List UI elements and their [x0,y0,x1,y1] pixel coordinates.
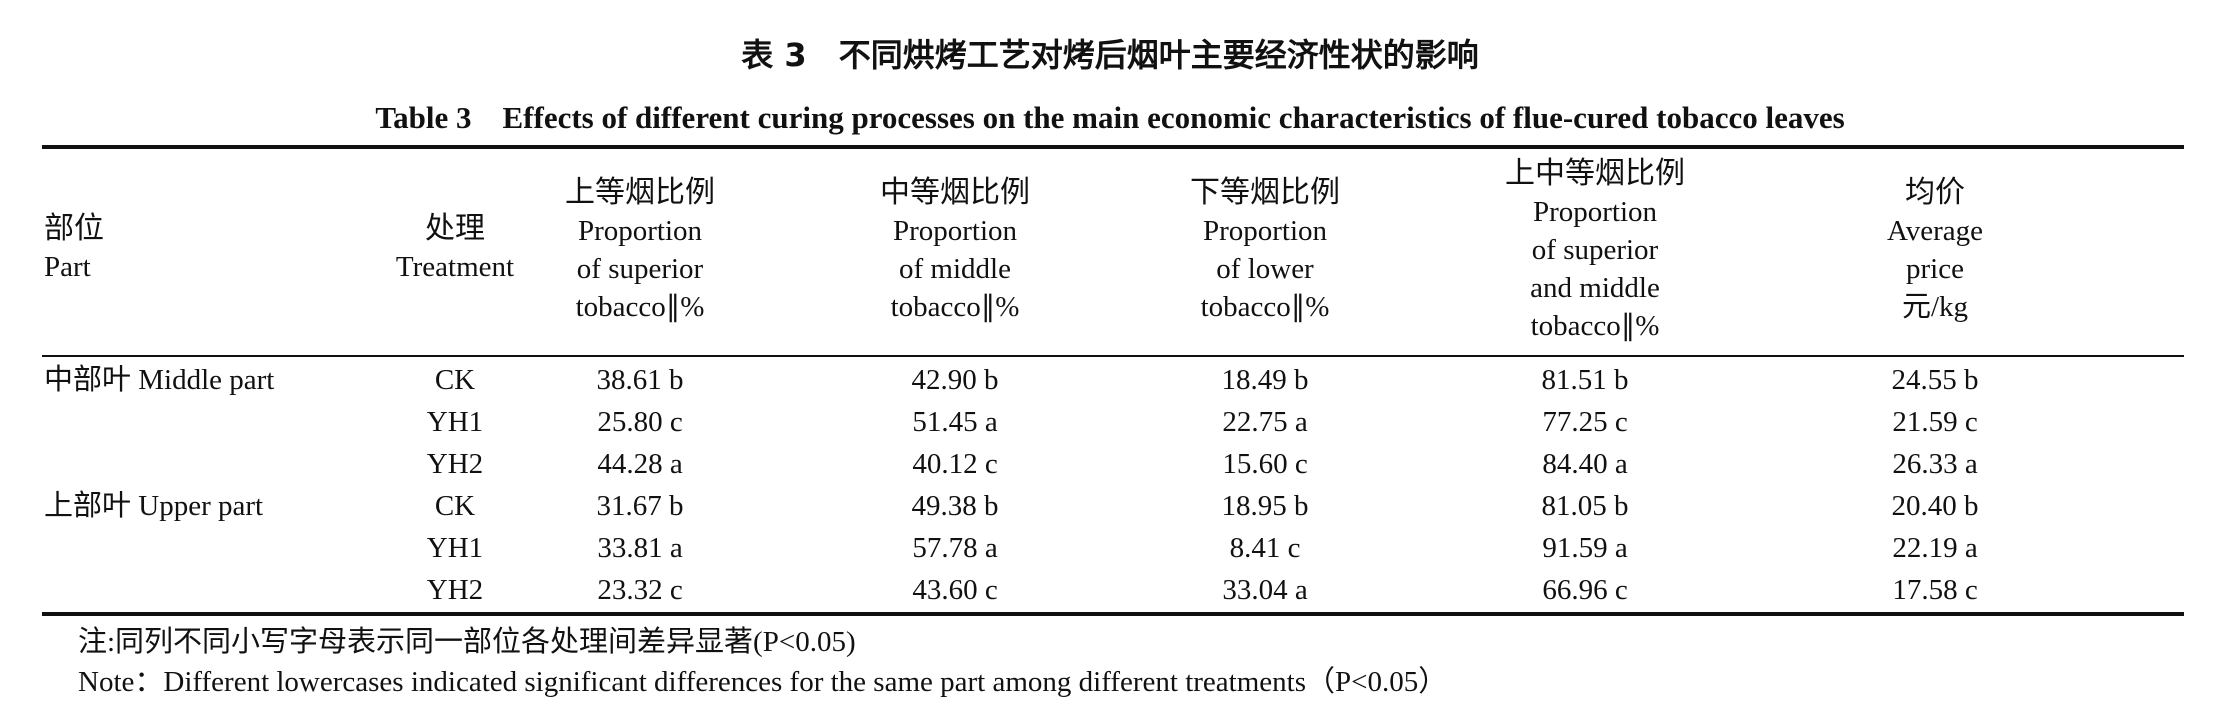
row-treatment: YH2 [426,574,484,606]
cell-sup-mid: 81.05 b [1541,490,1629,522]
cell-superior: 33.81 a [597,532,683,564]
table-note-en: Note：Different lowercases indicated sign… [78,666,1448,698]
row-treatment: CK [434,490,476,522]
header-price-l3: 元/kg [1901,291,1969,323]
header-treatment-cn: 处理 [425,211,485,246]
header-part-cn: 部位 [44,211,104,246]
cell-middle: 57.78 a [912,532,998,564]
table-row: YH2 23.32 c 43.60 c 33.04 a 66.96 c 17.5… [0,569,2220,611]
cell-middle: 43.60 c [912,574,998,606]
cell-lower: 22.75 a [1222,406,1308,438]
header-lower: 下等烟比例 Proportion of lower tobacco∥% [1165,174,1365,326]
cell-superior: 44.28 a [597,448,683,480]
cell-lower: 18.49 b [1221,364,1309,396]
row-treatment: CK [434,364,476,396]
header-middle-l2: of middle [899,253,1011,285]
header-sup-mid-l1: Proportion [1532,196,1658,228]
top-rule [42,145,2184,149]
cell-sup-mid: 66.96 c [1542,574,1628,606]
cell-middle: 40.12 c [912,448,998,480]
cell-middle: 42.90 b [911,364,999,396]
cell-superior: 31.67 b [596,490,684,522]
header-superior-l2: of superior [576,253,704,285]
table-row: YH2 44.28 a 40.12 c 15.60 c 84.40 a 26.3… [0,443,2220,485]
cell-sup-mid: 84.40 a [1542,448,1628,480]
cell-sup-mid: 91.59 a [1542,532,1628,564]
header-price-cn: 均价 [1905,175,1965,210]
header-sup-mid-l2: of superior [1531,234,1659,266]
cell-lower: 33.04 a [1222,574,1308,606]
header-part-en: Part [44,251,91,283]
table-row: YH1 25.80 c 51.45 a 22.75 a 77.25 c 21.5… [0,401,2220,443]
header-sup-mid-cn: 上中等烟比例 [1505,156,1685,191]
header-part: 部位 Part [44,210,104,286]
header-superior-l3: tobacco∥% [575,291,705,323]
header-superior-l1: Proportion [577,215,703,247]
header-sup-mid-l3: and middle [1530,272,1660,304]
header-treatment-en: Treatment [395,251,515,283]
cell-superior: 23.32 c [597,574,683,606]
cell-lower: 18.95 b [1221,490,1309,522]
cell-sup-mid: 77.25 c [1542,406,1628,438]
bottom-rule [42,612,2184,616]
header-superior: 上等烟比例 Proportion of superior tobacco∥% [540,174,740,326]
header-treatment: 处理 Treatment [375,210,535,286]
header-middle-l3: tobacco∥% [890,291,1020,323]
header-superior-cn: 上等烟比例 [565,175,715,210]
table-row: YH1 33.81 a 57.78 a 8.41 c 91.59 a 22.19… [0,527,2220,569]
row-part: 上部叶 Upper part [44,490,264,522]
table-row: 中部叶 Middle part CK 38.61 b 42.90 b 18.49… [0,359,2220,401]
table-note-cn: 注:同列不同小写字母表示同一部位各处理间差异显著(P<0.05) [78,626,856,658]
row-treatment: YH1 [426,406,484,438]
header-middle: 中等烟比例 Proportion of middle tobacco∥% [855,174,1055,326]
header-price-l1: Average [1886,215,1984,247]
cell-price: 26.33 a [1892,448,1978,480]
cell-middle: 51.45 a [912,406,998,438]
row-part: 中部叶 Middle part [44,364,275,396]
header-middle-cn: 中等烟比例 [880,175,1030,210]
cell-middle: 49.38 b [911,490,999,522]
header-middle-l1: Proportion [892,215,1018,247]
row-treatment: YH1 [426,532,484,564]
cell-lower: 8.41 c [1229,532,1301,564]
header-lower-l2: of lower [1216,253,1314,285]
cell-lower: 15.60 c [1222,448,1308,480]
cell-price: 20.40 b [1891,490,1979,522]
table-title-en: Table 3 Effects of different curing proc… [375,100,1845,135]
header-price: 均价 Average price 元/kg [1855,174,2015,326]
cell-price: 21.59 c [1892,406,1978,438]
cell-sup-mid: 81.51 b [1541,364,1629,396]
header-sup-mid-l4: tobacco∥% [1530,310,1660,342]
header-lower-l1: Proportion [1202,215,1328,247]
cell-price: 24.55 b [1891,364,1979,396]
row-treatment: YH2 [426,448,484,480]
header-rule [42,355,2184,357]
cell-price: 22.19 a [1892,532,1978,564]
table-row: 上部叶 Upper part CK 31.67 b 49.38 b 18.95 … [0,485,2220,527]
header-price-l2: price [1906,253,1964,285]
cell-superior: 25.80 c [597,406,683,438]
header-sup-mid: 上中等烟比例 Proportion of superior and middle… [1485,155,1705,345]
table-title-cn: 表 3 不同烘烤工艺对烤后烟叶主要经济性状的影响 [741,36,1479,74]
header-lower-cn: 下等烟比例 [1190,175,1340,210]
header-lower-l3: tobacco∥% [1200,291,1330,323]
cell-price: 17.58 c [1892,574,1978,606]
cell-superior: 38.61 b [596,364,684,396]
